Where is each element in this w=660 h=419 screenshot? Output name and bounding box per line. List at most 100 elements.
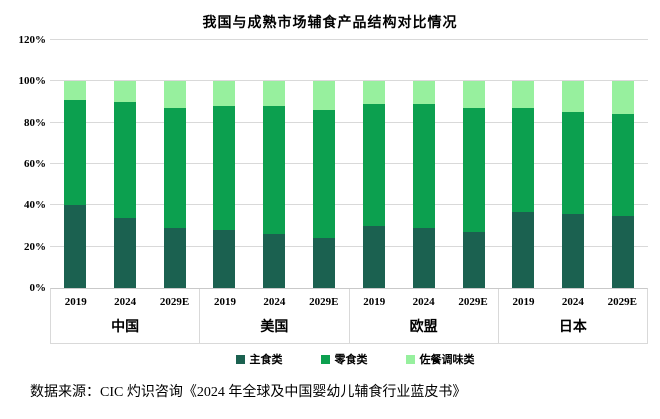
bar-segment-零食类-美国-2019 [213,106,236,231]
year-label-欧盟-2024: 2024 [412,296,435,308]
bar-segment-主食类-美国-2019 [213,230,236,288]
y-tick-label-20: 20% [24,240,46,253]
bar-group-欧盟 [349,40,499,288]
bar-segment-主食类-欧盟-2024 [412,228,435,288]
year-labels-欧盟: 2019 2024 2029E [350,289,498,315]
year-label-中国-2029E: 2029E [159,296,190,308]
bar-segment-主食类-中国-2029E [163,228,186,288]
bar-segment-零食类-美国-2024 [263,106,286,235]
bar-slot-中国-2024 [100,40,150,288]
y-tick-label-120: 120% [18,34,47,46]
bar-美国-2024 [263,40,286,288]
gridline-20 [50,245,648,247]
legend-item-主食类: 主食类 [235,351,283,367]
gridline-100 [50,80,648,82]
bar-slot-欧盟-2029E [449,40,499,288]
y-tick-label-80: 80% [24,116,46,129]
bar-slot-日本-2019 [499,40,549,288]
bar-segment-佐餐调味类-美国-2029E [313,81,336,111]
group-label-欧盟: 欧盟 [409,320,438,335]
year-label-日本-2024: 2024 [561,296,584,308]
legend-item-零食类: 零食类 [320,351,368,367]
bar-slot-欧盟-2024 [399,40,449,288]
year-label-日本-2029E: 2029E [607,296,637,308]
gridline-80 [50,121,648,123]
bar-segment-主食类-中国-2019 [63,205,86,288]
y-tick-label-60: 60% [24,158,46,170]
bar-中国-2019 [63,40,86,288]
bar-group-美国 [200,40,350,288]
y-tick-label-0: 0% [29,282,47,294]
bar-segment-佐餐调味类-中国-2029E [163,81,186,109]
bar-group-日本 [499,40,649,288]
bar-segment-零食类-中国-2024 [113,102,136,218]
legend-item-佐餐调味类: 佐餐调味类 [405,351,475,367]
bar-美国-2029E [313,40,336,288]
category-group-中国: 2019 2024 2029E 中国 [51,289,201,343]
bar-segment-佐餐调味类-日本-2024 [562,81,585,113]
year-labels-日本: 2019 2024 2029E [499,289,647,315]
bar-segment-主食类-欧盟-2029E [462,232,485,288]
bar-slot-日本-2029E [598,40,648,288]
bar-segment-主食类-中国-2024 [113,217,136,288]
legend-label-主食类: 主食类 [249,354,283,366]
bar-segment-零食类-日本-2029E [612,114,635,216]
stacked-bar-chart: 0% 20% 40% 60% 80% 100% 120% 2019 2024 2029E 中国 20… [0,34,648,344]
bar-欧盟-2024 [412,40,435,288]
year-labels-美国: 2019 2024 2029E [200,289,348,315]
year-label-日本-2019: 2019 [512,296,535,308]
bar-segment-零食类-日本-2019 [512,108,535,212]
bar-segment-主食类-日本-2024 [562,213,585,288]
bar-segment-零食类-日本-2024 [562,112,585,214]
bar-segment-主食类-欧盟-2019 [362,226,385,288]
year-label-欧盟-2029E: 2029E [458,296,488,308]
bars-layer [50,40,648,288]
bar-slot-美国-2024 [249,40,299,288]
bar-美国-2019 [213,40,236,288]
bar-欧盟-2029E [462,40,485,288]
bar-segment-零食类-美国-2029E [313,110,336,239]
plot-area [50,39,648,288]
legend-label-零食类: 零食类 [334,354,368,366]
bar-segment-主食类-日本-2019 [512,211,535,288]
bar-slot-欧盟-2019 [349,40,399,288]
year-label-欧盟-2019: 2019 [363,296,386,308]
category-group-日本: 2019 2024 2029E 日本 [499,289,647,343]
bar-segment-佐餐调味类-中国-2019 [63,81,86,100]
y-tick-label-40: 40% [24,199,46,212]
bar-segment-佐餐调味类-欧盟-2024 [412,81,435,105]
bar-segment-零食类-欧盟-2029E [462,108,485,233]
legend: 主食类 零食类 佐餐调味类 [50,351,660,367]
legend-swatch-icon-主食类 [235,354,245,364]
category-group-美国: 2019 2024 2029E 美国 [200,289,350,343]
gridline-40 [50,204,648,206]
bar-segment-主食类-日本-2029E [612,215,635,288]
group-label-中国: 中国 [111,320,140,335]
bar-segment-零食类-欧盟-2019 [362,104,385,226]
bar-segment-零食类-中国-2029E [163,108,186,229]
group-label-美国: 美国 [260,320,289,335]
year-label-中国-2024: 2024 [114,296,137,308]
category-axis: 2019 2024 2029E 中国 2019 2024 2029E 美国 2019 2024 20… [50,288,648,344]
bar-segment-佐餐调味类-中国-2024 [113,81,136,103]
bar-segment-主食类-美国-2024 [263,234,286,288]
gridline-120 [50,39,648,40]
bar-segment-佐餐调味类-欧盟-2019 [362,81,385,105]
chart-title: 我国与成熟市场辅食产品结构对比情况 [202,16,458,31]
year-label-美国-2029E: 2029E [309,296,339,308]
bar-slot-美国-2019 [200,40,250,288]
bar-中国-2029E [163,40,186,288]
legend-swatch-icon-零食类 [320,354,330,364]
bar-欧盟-2019 [362,40,385,288]
year-label-美国-2024: 2024 [263,296,286,308]
gridline-60 [50,163,648,164]
bar-日本-2024 [562,40,585,288]
bar-segment-佐餐调味类-日本-2019 [512,81,535,109]
bar-segment-佐餐调味类-美国-2019 [213,81,236,107]
bar-slot-日本-2024 [548,40,598,288]
bar-segment-佐餐调味类-欧盟-2029E [462,81,485,109]
bar-segment-零食类-欧盟-2024 [412,104,435,229]
bar-segment-佐餐调味类-日本-2029E [612,81,635,115]
year-label-美国-2019: 2019 [213,296,236,308]
